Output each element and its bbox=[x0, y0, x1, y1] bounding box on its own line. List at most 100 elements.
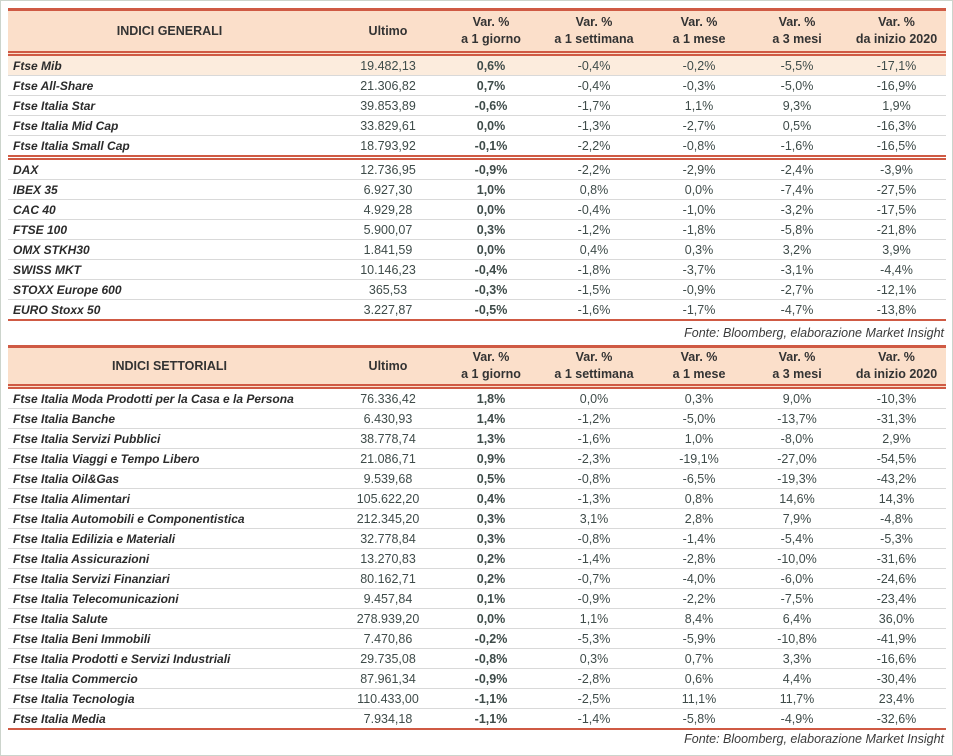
var-1-giorno-value: 0,3% bbox=[445, 219, 537, 240]
var-inizio-2020-value: -43,2% bbox=[847, 468, 946, 489]
index-name: Ftse Italia Edilizia e Materiali bbox=[8, 528, 331, 549]
var-1-mese-value: -2,7% bbox=[651, 115, 747, 136]
table-row: Ftse Italia Banche 6.430,93 1,4% -1,2% -5,0%… bbox=[8, 408, 946, 429]
var-3-mesi-value: -10,0% bbox=[747, 548, 847, 569]
var-inizio-2020-value: -13,8% bbox=[847, 299, 946, 321]
index-name: FTSE 100 bbox=[8, 219, 331, 240]
ultimo-value: 6.430,93 bbox=[331, 408, 445, 429]
ultimo-value: 39.853,89 bbox=[331, 95, 445, 116]
ultimo-value: 21.306,82 bbox=[331, 75, 445, 96]
var-1-giorno-value: -0,8% bbox=[445, 648, 537, 669]
var-1-giorno-value: 1,0% bbox=[445, 179, 537, 200]
var-inizio-2020-value: -30,4% bbox=[847, 668, 946, 689]
var-3-mesi-value: 7,9% bbox=[747, 508, 847, 529]
var-1-giorno-value: 0,0% bbox=[445, 608, 537, 629]
var-inizio-2020-value: -16,3% bbox=[847, 115, 946, 136]
source-note: Fonte: Bloomberg, elaborazione Market In… bbox=[684, 732, 944, 746]
var-1-settimana-value: -0,4% bbox=[537, 199, 651, 220]
var-inizio-2020-value: -16,9% bbox=[847, 75, 946, 96]
ultimo-value: 278.939,20 bbox=[331, 608, 445, 629]
index-name: Ftse Italia Tecnologia bbox=[8, 688, 331, 709]
var-inizio-2020-value: -3,9% bbox=[847, 157, 946, 180]
sector-indices-table: INDICI SETTORIALI Ultimo Var. % a 1 gior… bbox=[8, 345, 946, 730]
index-name: Ftse Italia Assicurazioni bbox=[8, 548, 331, 569]
var-1-settimana-value: -1,4% bbox=[537, 548, 651, 569]
index-name: Ftse Italia Beni Immobili bbox=[8, 628, 331, 649]
var-1-settimana-value: -0,8% bbox=[537, 468, 651, 489]
var-1-settimana-value: -1,7% bbox=[537, 95, 651, 116]
ultimo-value: 32.778,84 bbox=[331, 528, 445, 549]
table-row: Ftse Italia Oil&Gas 9.539,68 0,5% -0,8% -6,5… bbox=[8, 468, 946, 489]
var-1-mese-value: -5,9% bbox=[651, 628, 747, 649]
table-row: IBEX 35 6.927,30 1,0% 0,8% 0,0% -7,4% -27,5% bbox=[8, 179, 946, 200]
table-row: EURO Stoxx 50 3.227,87 -0,5% -1,6% -1,7% -4,7… bbox=[8, 299, 946, 321]
index-name: Ftse Italia Automobili e Componentistica bbox=[8, 508, 331, 529]
column-header-var-3-mesi: Var. % a 3 mesi bbox=[747, 8, 847, 56]
column-header-var-1-giorno: Var. % a 1 giorno bbox=[445, 8, 537, 56]
index-name: Ftse Italia Small Cap bbox=[8, 135, 331, 160]
table-row: FTSE 100 5.900,07 0,3% -1,2% -1,8% -5,8% -21,8… bbox=[8, 219, 946, 240]
var-1-giorno-value: -0,3% bbox=[445, 279, 537, 300]
var-1-settimana-value: -1,6% bbox=[537, 428, 651, 449]
var-1-mese-value: 0,6% bbox=[651, 668, 747, 689]
var-3-mesi-value: 6,4% bbox=[747, 608, 847, 629]
var-1-settimana-value: -1,2% bbox=[537, 408, 651, 429]
var-inizio-2020-value: 14,3% bbox=[847, 488, 946, 509]
table-row: Ftse Italia Beni Immobili 7.470,86 -0,2% -5… bbox=[8, 628, 946, 649]
ultimo-value: 212.345,20 bbox=[331, 508, 445, 529]
var-3-mesi-value: 3,3% bbox=[747, 648, 847, 669]
column-header-var-3-mesi: Var. % a 3 mesi bbox=[747, 345, 847, 389]
var-inizio-2020-value: -17,5% bbox=[847, 199, 946, 220]
ultimo-value: 9.457,84 bbox=[331, 588, 445, 609]
table-row: OMX STKH30 1.841,59 0,0% 0,4% 0,3% 3,2% 3,9% bbox=[8, 239, 946, 260]
var-3-mesi-value: -19,3% bbox=[747, 468, 847, 489]
ultimo-value: 76.336,42 bbox=[331, 386, 445, 409]
var-1-giorno-value: 1,3% bbox=[445, 428, 537, 449]
var-3-mesi-value: -8,0% bbox=[747, 428, 847, 449]
var-1-mese-value: 8,4% bbox=[651, 608, 747, 629]
var-3-mesi-value: 9,0% bbox=[747, 386, 847, 409]
var-inizio-2020-value: -5,3% bbox=[847, 528, 946, 549]
ultimo-value: 19.482,13 bbox=[331, 53, 445, 76]
var-3-mesi-value: -5,0% bbox=[747, 75, 847, 96]
var-inizio-2020-value: -23,4% bbox=[847, 588, 946, 609]
var-1-giorno-value: 0,0% bbox=[445, 115, 537, 136]
var-3-mesi-value: -5,5% bbox=[747, 53, 847, 76]
var-1-mese-value: -1,4% bbox=[651, 528, 747, 549]
index-name: Ftse Italia Mid Cap bbox=[8, 115, 331, 136]
table-row: Ftse Italia Mid Cap 33.829,61 0,0% -1,3% -2,… bbox=[8, 115, 946, 136]
table-row: CAC 40 4.929,28 0,0% -0,4% -1,0% -3,2% -17,5% bbox=[8, 199, 946, 220]
var-1-settimana-value: -1,2% bbox=[537, 219, 651, 240]
column-header-var-1-mese: Var. % a 1 mese bbox=[651, 8, 747, 56]
var-inizio-2020-value: 1,9% bbox=[847, 95, 946, 116]
var-inizio-2020-value: -10,3% bbox=[847, 386, 946, 409]
var-1-giorno-value: 0,3% bbox=[445, 508, 537, 529]
var-1-mese-value: -1,0% bbox=[651, 199, 747, 220]
table-row: SWISS MKT 10.146,23 -0,4% -1,8% -3,7% -3,1% -4… bbox=[8, 259, 946, 280]
index-name: SWISS MKT bbox=[8, 259, 331, 280]
index-name: Ftse Italia Moda Prodotti per la Casa e … bbox=[8, 386, 331, 409]
table-row: Ftse Italia Prodotti e Servizi Industria… bbox=[8, 648, 946, 669]
index-name: Ftse Italia Commercio bbox=[8, 668, 331, 689]
index-name: STOXX Europe 600 bbox=[8, 279, 331, 300]
var-1-settimana-value: -0,8% bbox=[537, 528, 651, 549]
table-row: Ftse Italia Viaggi e Tempo Libero 21.086,… bbox=[8, 448, 946, 469]
var-inizio-2020-value: 36,0% bbox=[847, 608, 946, 629]
var-3-mesi-value: 9,3% bbox=[747, 95, 847, 116]
var-inizio-2020-value: -31,6% bbox=[847, 548, 946, 569]
var-1-mese-value: -2,9% bbox=[651, 157, 747, 180]
var-1-settimana-value: -1,6% bbox=[537, 299, 651, 321]
var-inizio-2020-value: -27,5% bbox=[847, 179, 946, 200]
index-name: Ftse Italia Viaggi e Tempo Libero bbox=[8, 448, 331, 469]
var-3-mesi-value: 0,5% bbox=[747, 115, 847, 136]
var-3-mesi-value: 11,7% bbox=[747, 688, 847, 709]
var-1-settimana-value: -2,2% bbox=[537, 135, 651, 160]
ultimo-value: 13.270,83 bbox=[331, 548, 445, 569]
index-name: Ftse Italia Banche bbox=[8, 408, 331, 429]
var-3-mesi-value: -13,7% bbox=[747, 408, 847, 429]
column-header-var-1-settimana: Var. % a 1 settimana bbox=[537, 8, 651, 56]
var-1-mese-value: 0,0% bbox=[651, 179, 747, 200]
var-1-giorno-value: 1,4% bbox=[445, 408, 537, 429]
var-1-giorno-value: -0,9% bbox=[445, 668, 537, 689]
index-name: Ftse Italia Telecomunicazioni bbox=[8, 588, 331, 609]
